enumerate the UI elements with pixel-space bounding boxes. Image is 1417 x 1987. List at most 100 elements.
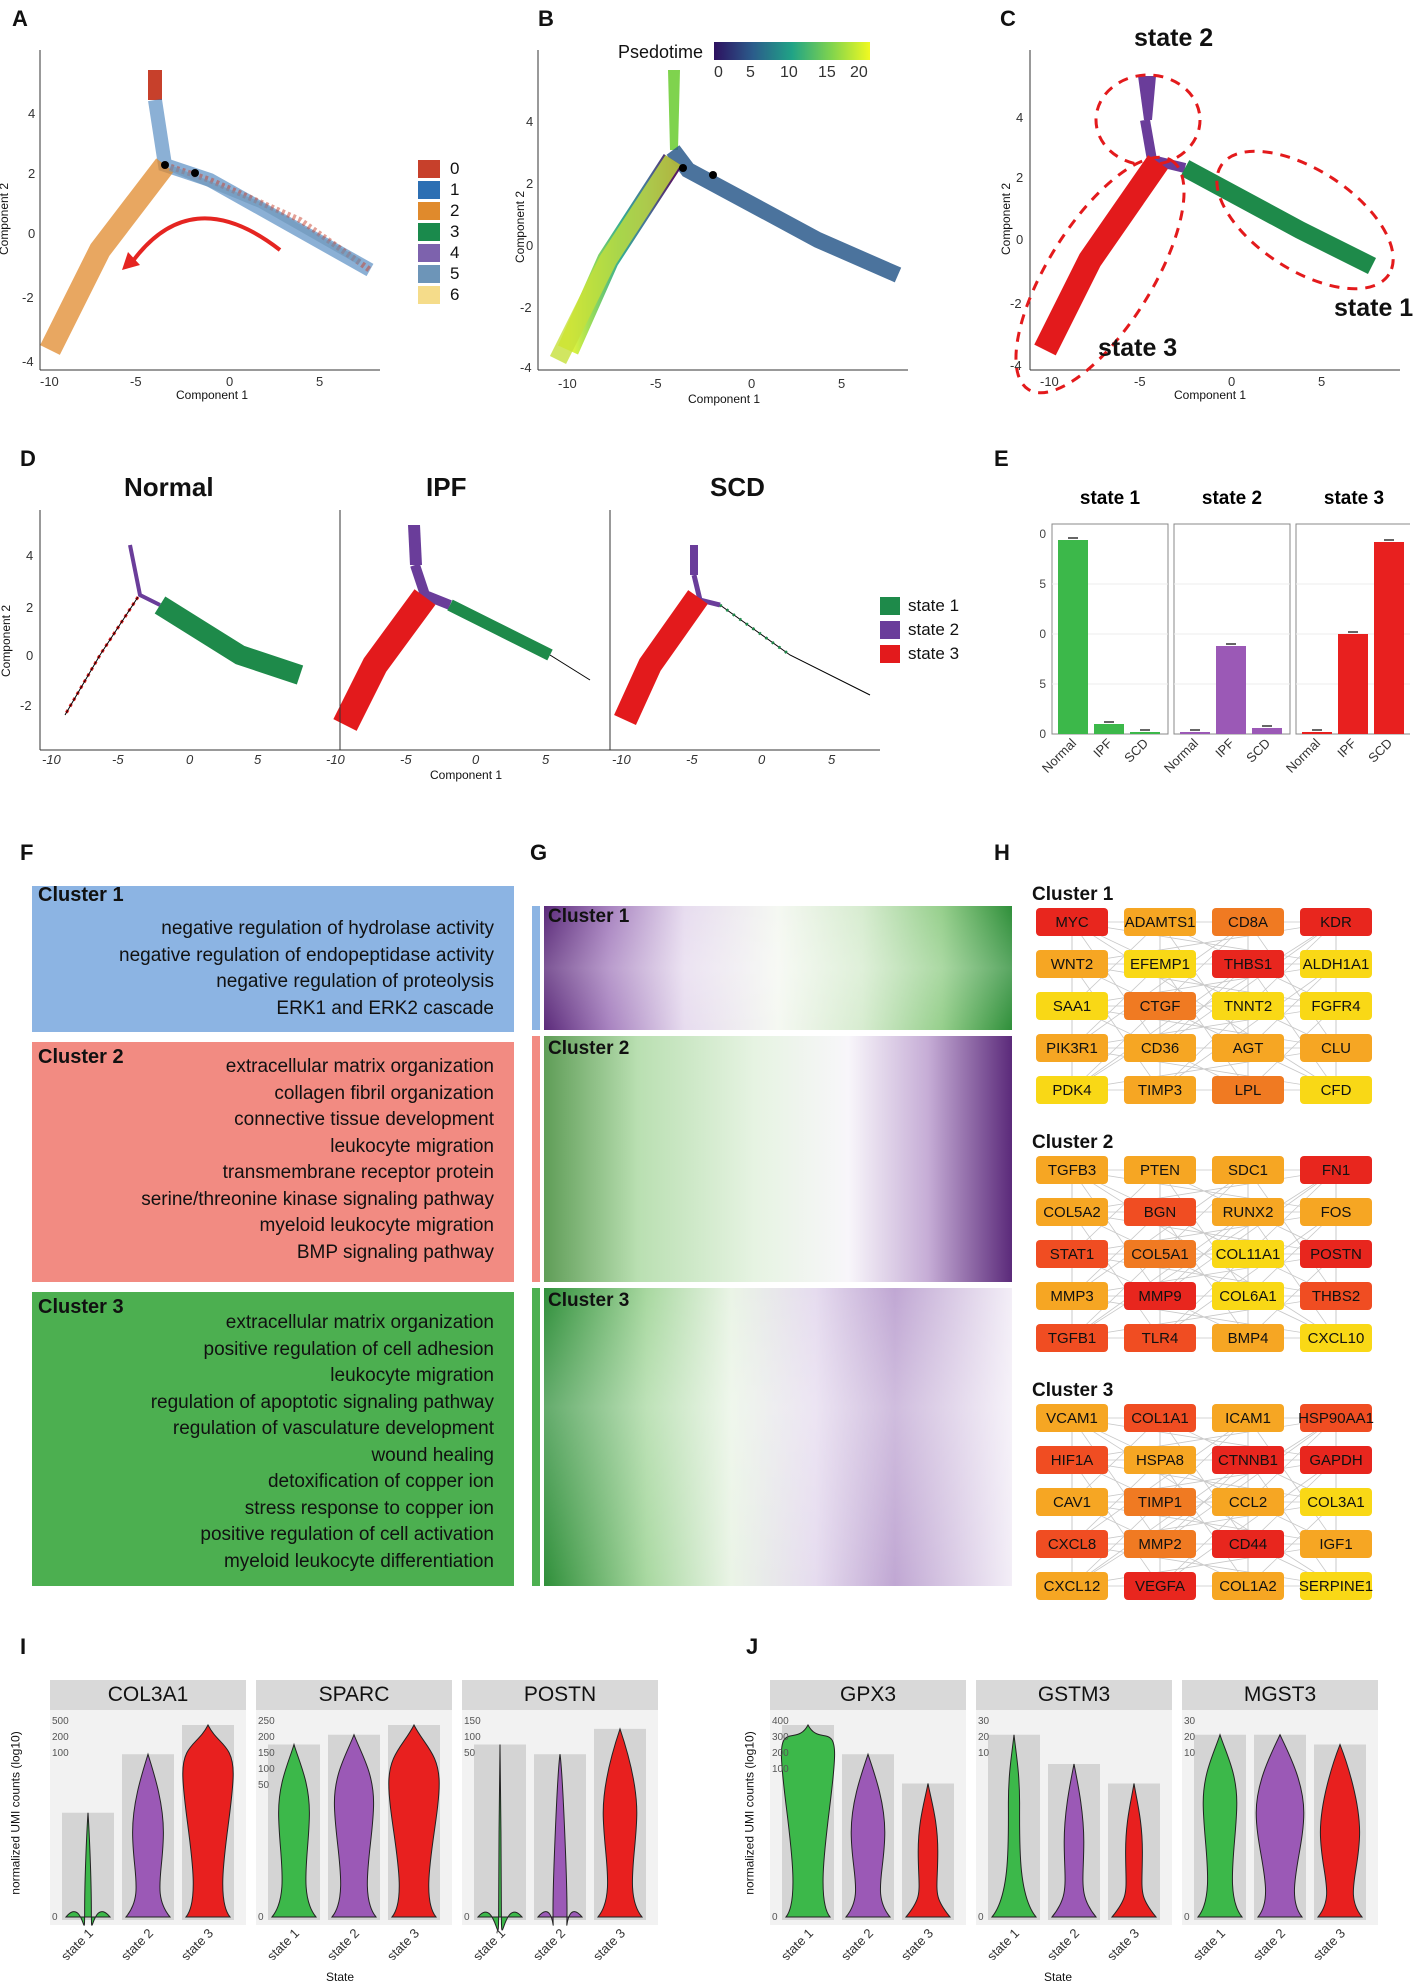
go-term: ERK1 and ERK2 cascade [276, 997, 494, 1019]
panel-b-ylabel: Component 2 [513, 190, 528, 264]
e-bar [1130, 732, 1160, 734]
panel-a-ytick-2: 0 [28, 226, 36, 241]
gene-node: PTEN [1124, 1156, 1196, 1184]
gene-node: CTNNB1 [1212, 1446, 1284, 1474]
heatmap-cluster2 [544, 1036, 1012, 1282]
gene-node: FOS [1300, 1198, 1372, 1226]
svg-text:state 2: state 2 [530, 1926, 568, 1960]
go-term: serine/threonine kinase signaling pathwa… [141, 1188, 494, 1210]
panel-a-xtick-0: -10 [40, 374, 59, 389]
e-ylabel: Estimate [1040, 610, 1041, 657]
gene-node: LPL [1212, 1076, 1284, 1104]
svg-text:0: 0 [1184, 1912, 1190, 1923]
legend-label: 2 [450, 200, 460, 220]
gene-node: COL6A1 [1212, 1282, 1284, 1310]
colorbar-tick-2: 10 [780, 64, 798, 81]
e-bar [1374, 542, 1404, 734]
panel-d-xtick-ipf-1: -5 [400, 752, 412, 767]
gene-node: STAT1 [1036, 1240, 1108, 1268]
e-facet-title: state 3 [1324, 488, 1384, 509]
panel-a-ytick-0: 4 [28, 106, 36, 121]
network-cluster-title: Cluster 2 [1032, 1132, 1114, 1153]
colorbar-title: Psedotime [618, 42, 704, 62]
gene-node: IGF1 [1300, 1530, 1372, 1558]
go-cluster2-title: Cluster 2 [38, 1046, 124, 1068]
panel-c-xtick-1: -5 [1134, 374, 1146, 389]
gene-node: THBS2 [1300, 1282, 1372, 1310]
heatmap-cluster1-title: Cluster 1 [548, 906, 630, 927]
panel-c-plot [1014, 50, 1400, 395]
panel-i-label: I [20, 1634, 27, 1659]
panel-c-xtick-0: -10 [1040, 374, 1059, 389]
panel-b-label: B [538, 6, 554, 31]
svg-text:100: 100 [464, 1732, 481, 1743]
go-term: detoxification of copper ion [267, 1471, 494, 1492]
gene-node: COL3A1 [1300, 1488, 1372, 1516]
panel-a-ytick-4: -4 [22, 354, 34, 369]
gene-node: CXCL10 [1300, 1324, 1372, 1352]
go-term: myeloid leukocyte migration [259, 1215, 494, 1236]
heatmap-cluster2-bar [532, 1036, 540, 1282]
e-xtick: IPF [1090, 735, 1115, 760]
violin-facet-title: GSTM3 [976, 1680, 1172, 1710]
go-term: leukocyte migration [330, 1135, 494, 1157]
gene-node: CD44 [1212, 1530, 1284, 1558]
svg-text:10: 10 [978, 1748, 990, 1759]
legend-label: state 1 [908, 596, 960, 615]
gene-node: AGT [1212, 1034, 1284, 1062]
gene-node: POSTN [1300, 1240, 1372, 1268]
violin-plot: state 1 state 2 state 3 250 200 150 100 50 0 [256, 1710, 452, 1960]
gene-node: HIF1A [1036, 1446, 1108, 1474]
e-facet-title: state 1 [1080, 488, 1141, 509]
panel-d-xtick-normal-0: -10 [42, 752, 61, 767]
svg-text:state 1: state 1 [58, 1926, 96, 1960]
gene-node: FGFR4 [1300, 992, 1372, 1020]
heatmap-cluster1-bar [532, 906, 540, 1030]
heatmap-cluster3 [544, 1288, 1012, 1586]
gene-node: MMP2 [1124, 1530, 1196, 1558]
gene-node: MYC [1036, 908, 1108, 936]
panel-b-xtick-2: 0 [748, 376, 756, 391]
go-term: myeloid leukocyte differentiation [223, 1550, 494, 1572]
panel-d-label: D [20, 446, 36, 471]
svg-text:300: 300 [772, 1732, 789, 1743]
violin-facet-title: POSTN [462, 1680, 658, 1710]
panel-b-xtick-3: 5 [838, 376, 846, 391]
svg-text:150: 150 [464, 1716, 481, 1727]
legend-label: 5 [450, 263, 460, 283]
panel-i-xlabel: State [326, 1970, 355, 1984]
panel-d-xtick-ipf-0: -10 [326, 752, 345, 767]
go-cluster3-box: Cluster 3 extracellular matrix organizat… [32, 1292, 514, 1586]
go-term: wound healing [371, 1444, 494, 1466]
panel-d-ytick-0: 4 [26, 548, 34, 563]
go-cluster3-title: Cluster 3 [38, 1296, 124, 1318]
violin-facet-title: COL3A1 [50, 1680, 246, 1710]
svg-text:20: 20 [978, 1732, 990, 1743]
panel-d-ytick-2: 0 [26, 648, 34, 663]
go-term: negative regulation of hydrolase activit… [161, 918, 494, 939]
gene-node: CAV1 [1036, 1488, 1108, 1516]
panel-d-plot [39, 510, 880, 751]
svg-text:150: 150 [258, 1748, 275, 1759]
svg-text:250: 250 [258, 1716, 275, 1727]
legend-label: 0 [450, 158, 460, 178]
gene-node: COL1A1 [1124, 1404, 1196, 1432]
gene-node: ALDH1A1 [1300, 950, 1372, 978]
heatmap-cluster3-title: Cluster 3 [548, 1290, 630, 1311]
violin-plot: state 1 state 2 state 3 150 100 50 0 [462, 1710, 658, 1960]
colorbar-tick-3: 15 [818, 64, 836, 81]
gene-node: CD36 [1124, 1034, 1196, 1062]
panel-d-ytick-3: -2 [20, 698, 32, 713]
e-ytick: 25 [1040, 677, 1046, 691]
e-bar [1216, 646, 1246, 734]
violin-plot: state 1 state 2 state 3 500 200 100 0 [50, 1710, 246, 1960]
panel-d-xtick-scd-2: 0 [758, 752, 766, 767]
e-ytick: 75 [1040, 577, 1046, 591]
d-scd [614, 545, 871, 725]
go-cluster1-box: Cluster 1 negative regulation of hydrola… [32, 884, 514, 1032]
colorbar-tick-0: 0 [714, 64, 723, 81]
gene-node: VCAM1 [1036, 1404, 1108, 1432]
gene-node: CXCL12 [1036, 1572, 1108, 1600]
svg-text:state 2: state 2 [1250, 1926, 1288, 1960]
svg-text:state 3: state 3 [898, 1926, 936, 1960]
